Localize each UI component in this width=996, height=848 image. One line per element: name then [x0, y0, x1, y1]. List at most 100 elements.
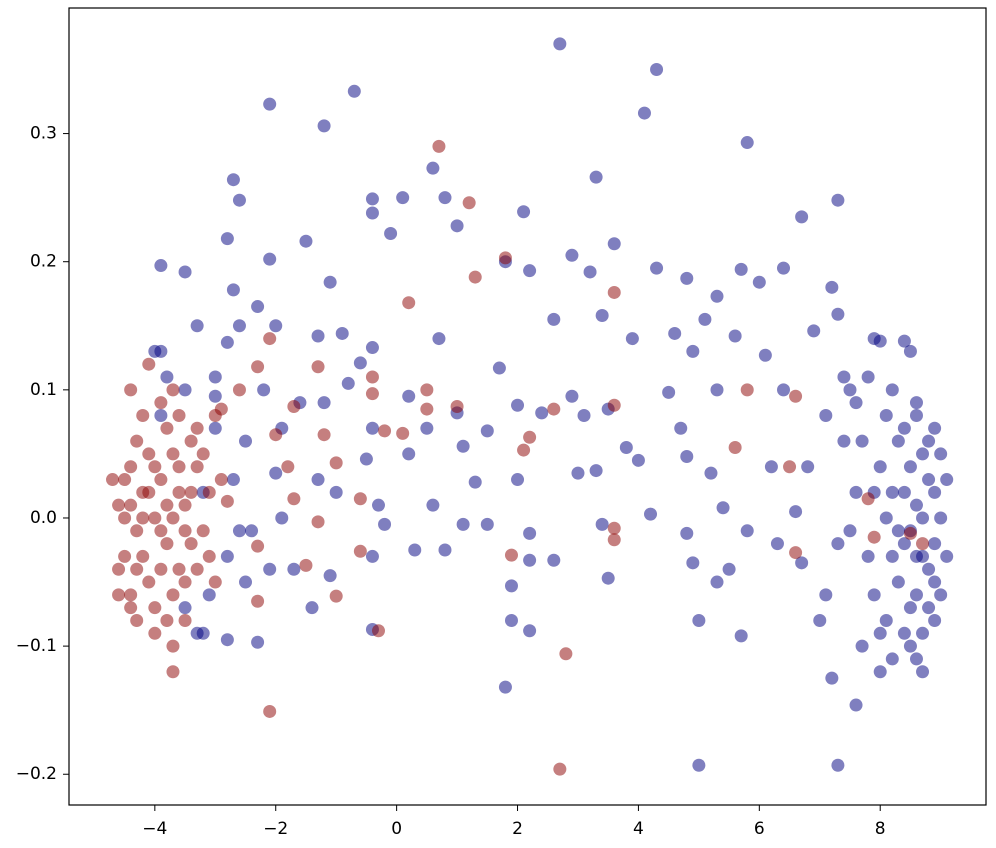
- point: [916, 511, 930, 525]
- point: [861, 370, 875, 384]
- point: [734, 629, 748, 643]
- point: [680, 271, 694, 285]
- point: [251, 539, 265, 553]
- point: [928, 537, 942, 551]
- point: [891, 524, 905, 538]
- point: [184, 537, 198, 551]
- point: [813, 613, 827, 627]
- point: [178, 498, 192, 512]
- point: [577, 408, 591, 422]
- point: [196, 447, 210, 461]
- point: [148, 626, 162, 640]
- point: [456, 517, 470, 531]
- point: [371, 498, 385, 512]
- point: [885, 652, 899, 666]
- point: [269, 466, 283, 480]
- point: [287, 492, 301, 506]
- point: [220, 494, 234, 508]
- point: [269, 428, 283, 442]
- point: [239, 575, 253, 589]
- point: [825, 280, 839, 294]
- point: [202, 485, 216, 499]
- point: [148, 601, 162, 615]
- point: [335, 326, 349, 340]
- point: [922, 473, 936, 487]
- point: [843, 524, 857, 538]
- point: [196, 626, 210, 640]
- point: [329, 485, 343, 499]
- point: [867, 332, 881, 346]
- point: [166, 639, 180, 653]
- point: [625, 332, 639, 346]
- point: [831, 307, 845, 321]
- point: [365, 370, 379, 384]
- point: [849, 396, 863, 410]
- y-tick-label: 0.1: [30, 380, 57, 400]
- point: [831, 758, 845, 772]
- point: [867, 588, 881, 602]
- point: [601, 571, 615, 585]
- point: [226, 283, 240, 297]
- point: [523, 264, 537, 278]
- point: [154, 562, 168, 576]
- point: [517, 205, 531, 219]
- point: [323, 569, 337, 583]
- point: [498, 680, 512, 694]
- point: [674, 421, 688, 435]
- point: [909, 588, 923, 602]
- point: [861, 492, 875, 506]
- point: [311, 360, 325, 374]
- point: [154, 259, 168, 273]
- point: [903, 639, 917, 653]
- point: [214, 473, 228, 487]
- point: [547, 312, 561, 326]
- point: [922, 562, 936, 576]
- plot-frame: [68, 7, 987, 806]
- point: [662, 385, 676, 399]
- point: [595, 517, 609, 531]
- point: [420, 421, 434, 435]
- point: [686, 344, 700, 358]
- point: [897, 537, 911, 551]
- point: [758, 348, 772, 362]
- point: [130, 562, 144, 576]
- point: [897, 485, 911, 499]
- point: [607, 285, 621, 299]
- point: [178, 265, 192, 279]
- point: [789, 505, 803, 519]
- point: [511, 473, 525, 487]
- point: [172, 562, 186, 576]
- point: [124, 460, 138, 474]
- point: [118, 511, 132, 525]
- point: [468, 475, 482, 489]
- point: [124, 498, 138, 512]
- point: [631, 453, 645, 467]
- point: [124, 601, 138, 615]
- point: [432, 332, 446, 346]
- point: [317, 428, 331, 442]
- point: [861, 549, 875, 563]
- point: [867, 530, 881, 544]
- point: [783, 460, 797, 474]
- point: [130, 434, 144, 448]
- point: [432, 139, 446, 153]
- point: [571, 466, 585, 480]
- point: [136, 408, 150, 422]
- point: [378, 517, 392, 531]
- point: [728, 441, 742, 455]
- point: [190, 562, 204, 576]
- point: [160, 537, 174, 551]
- point: [287, 400, 301, 413]
- point: [504, 579, 518, 593]
- point: [251, 360, 265, 374]
- point: [438, 543, 452, 557]
- x-tick-label: 2: [512, 819, 523, 839]
- point: [922, 434, 936, 448]
- point: [595, 309, 609, 323]
- point: [365, 341, 379, 355]
- point: [523, 430, 537, 444]
- point: [692, 758, 706, 772]
- point: [686, 556, 700, 570]
- point: [734, 262, 748, 276]
- point: [184, 434, 198, 448]
